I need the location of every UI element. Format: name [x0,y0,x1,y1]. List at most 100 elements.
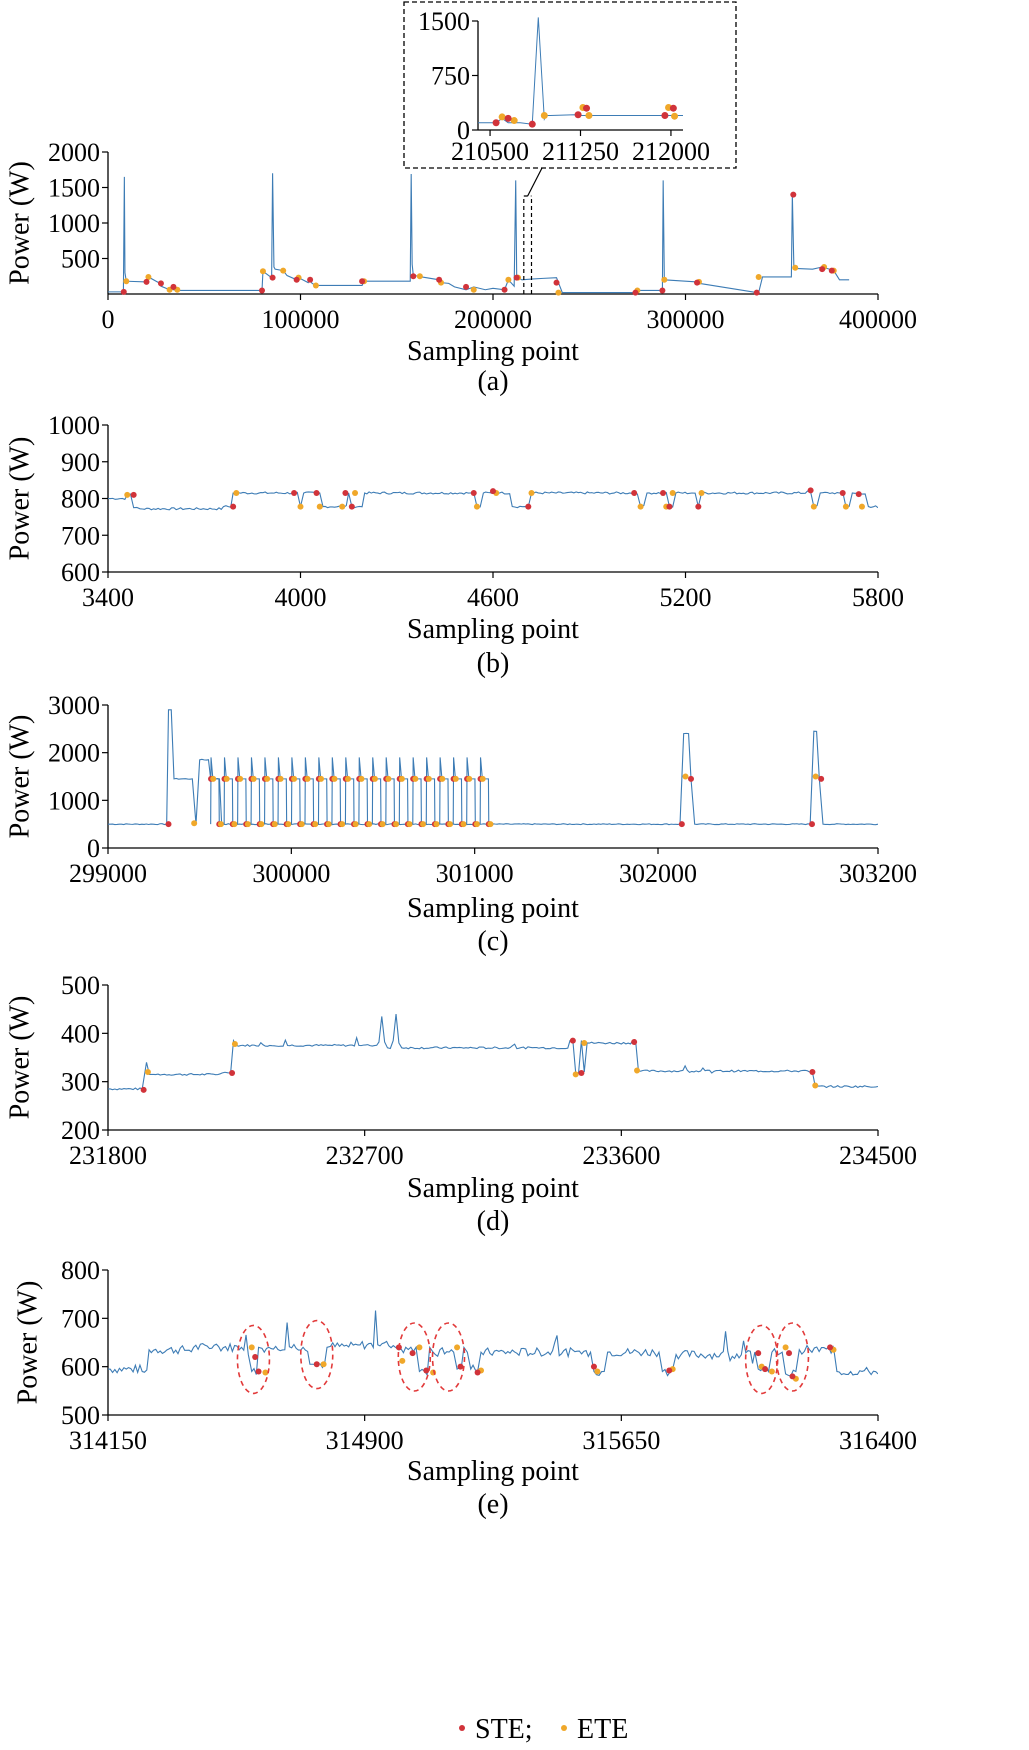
ste-marker [809,1069,816,1075]
y-tick-label: 750 [431,62,470,91]
ete-marker [572,1071,579,1078]
ete-marker [191,820,198,827]
ete-marker [277,775,284,782]
ste-marker [590,1363,597,1370]
ete-marker [555,289,562,296]
y-tick-label: 1500 [418,7,470,36]
ete-marker [371,775,378,782]
ete-marker [498,113,506,121]
ete-marker [280,267,287,274]
pulse-line [237,757,252,825]
ete-marker [352,821,359,828]
pulse-line [290,757,305,825]
inset-frame [403,1,737,169]
y-tick-label: 2000 [48,138,100,167]
ste-marker [313,1361,320,1368]
y-tick-label: 400 [61,1019,100,1048]
ete-marker [460,821,467,828]
y-tick-label: 1000 [48,411,100,440]
y-tick-label: 300 [61,1068,100,1097]
ete-marker [298,821,305,828]
ste-marker [470,489,477,496]
zoom-connector [527,167,543,197]
ete-marker [782,1344,789,1351]
pulse-line [466,757,481,825]
ete-marker [661,276,668,283]
ete-marker [339,821,346,828]
ste-marker [789,1373,796,1380]
ete-marker [325,821,332,828]
y-tick-label: 1500 [48,174,100,203]
ete-marker [594,1368,601,1375]
ete-marker [473,821,480,828]
pulse-line [425,757,440,825]
ete-marker [237,775,244,782]
ste-marker [513,274,520,281]
ete-marker [352,489,359,496]
ete-marker [124,491,131,498]
ete-marker [669,489,676,496]
ste-marker [120,288,127,295]
ste-marker [786,1350,793,1357]
ete-marker [682,773,689,780]
legend: STE; ETE [459,1714,628,1745]
ete-marker [698,489,705,496]
y-tick-label: 200 [61,1116,100,1145]
pulse-line [317,757,332,825]
y-tick-label: 0 [457,116,470,145]
y-tick-label: 600 [61,1353,100,1382]
y-axis-label: Power (W) [4,996,35,1120]
ste-marker [695,503,702,510]
ete-marker [510,117,518,125]
pulse-line [371,757,386,825]
ste-marker [313,489,320,496]
ete-marker [420,821,427,828]
y-tick-label: 500 [61,971,100,1000]
y-tick-label: 900 [61,448,100,477]
highlight-ellipse [397,1322,432,1392]
x-tick-label: 231800 [69,1141,147,1170]
ete-marker [585,111,593,119]
y-tick-label: 800 [61,1256,100,1285]
ste-marker [755,1350,762,1357]
ste-marker [839,489,846,496]
ste-marker [688,775,694,782]
ete-marker [244,821,251,828]
pulse-line [452,757,467,825]
ste-marker [463,283,470,290]
ete-marker [540,111,548,119]
plot-area [108,709,878,828]
ete-marker [452,775,459,782]
ste-marker [819,266,826,273]
x-axis-label: Sampling point [407,893,579,924]
ete-marker [858,503,865,510]
x-tick-label: 303200 [839,859,917,888]
y-axis-label: Power (W) [4,161,35,285]
panel-b: 3400 4000 4600 5200 5800 600 700 800 900 1000 Samp… [4,411,904,679]
ete-marker [385,775,392,782]
ste-marker [583,104,591,112]
ete-marker [271,821,278,828]
ete-marker [320,1361,327,1368]
x-tick-label: 300000 [252,859,330,888]
ete-marker [223,775,230,782]
y-tick-label: 1000 [48,209,100,238]
pulse-line [331,757,346,825]
ste-marker [578,1069,585,1076]
ete-marker [812,1082,819,1089]
legend-ete-marker [561,1725,567,1731]
ete-marker [297,503,304,510]
pulse-line [358,757,373,825]
ete-marker [581,1040,588,1046]
ste-marker [553,279,560,286]
x-tick-label: 301000 [436,859,514,888]
panel-caption: (b) [477,648,510,679]
ete-marker [637,503,644,510]
legend-ste-label: STE; [475,1714,533,1745]
plot-area [108,1013,878,1091]
y-tick-label: 3000 [48,691,100,720]
ete-marker [248,1344,255,1351]
ste-marker [423,1367,430,1374]
ete-marker [262,1369,269,1376]
x-tick-label: 233600 [582,1141,660,1170]
